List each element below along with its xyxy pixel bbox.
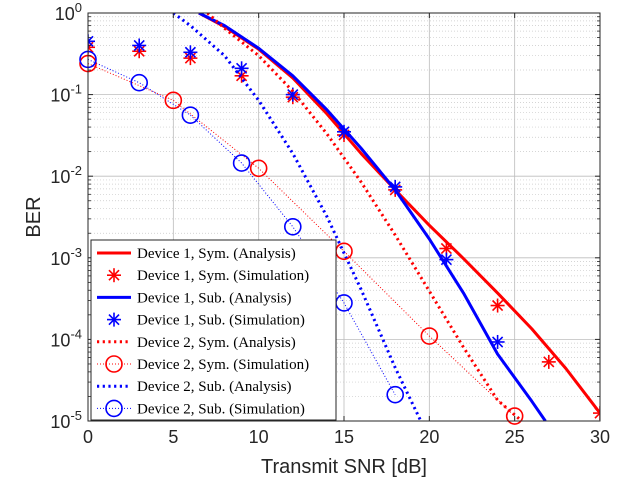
asterisk-stroke — [133, 39, 145, 52]
circle-marker — [164, 91, 183, 110]
legend: Device 1, Sym. (Analysis) Device 1, Sym. … — [90, 239, 337, 421]
asterisk-stroke — [440, 254, 453, 266]
asterisk-stroke — [491, 299, 504, 312]
axes-layer: 0 5 10 15 20 25 30 100 10-1 10-2 10-3 10-4 10-5 Trans… — [23, 0, 610, 478]
circle-marker — [283, 217, 302, 236]
asterisk-marker — [88, 34, 95, 49]
y-tick-label: 100 — [55, 0, 82, 24]
legend-entry: Device 2, Sym. (Analysis) — [97, 335, 296, 351]
asterisk-stroke — [287, 88, 299, 101]
circle-marker — [505, 407, 524, 425]
legend-circle-swatch — [105, 355, 123, 373]
y-tick-label: 10-3 — [50, 245, 82, 269]
legend-label: Device 1, Sym. (Simulation) — [137, 268, 309, 284]
circle-marker — [181, 106, 200, 124]
legend-label: Device 2, Sub. (Simulation) — [137, 401, 305, 417]
asterisk-stroke — [543, 356, 555, 368]
asterisk-stroke — [440, 242, 453, 255]
legend-label: Device 2, Sym. (Analysis) — [137, 335, 296, 351]
asterisk-marker — [541, 354, 556, 369]
asterisk-stroke — [389, 181, 401, 193]
asterisk-stroke — [235, 62, 248, 74]
asterisk-marker — [388, 179, 403, 194]
legend-entry: Device 2, Sub. (Analysis) — [97, 379, 292, 395]
circle-marker — [130, 73, 148, 92]
legend-label: Device 1, Sub. (Analysis) — [137, 290, 292, 306]
legend-label: Device 2, Sym. (Simulation) — [137, 357, 309, 373]
asterisk-stroke — [491, 336, 504, 348]
circle-marker — [386, 385, 405, 404]
legend-entry: Device 1, Sym. (Analysis) — [97, 246, 296, 262]
asterisk-marker — [439, 252, 454, 267]
asterisk-stroke — [88, 46, 94, 53]
series-line-8 — [88, 58, 396, 395]
legend-box — [90, 239, 337, 421]
legend-entry: Device 1, Sym. (Simulation) — [107, 268, 309, 284]
asterisk-stroke — [88, 40, 94, 47]
x-tick-label: 5 — [168, 427, 178, 447]
legend-entry: Device 1, Sub. (Simulation) — [107, 312, 305, 329]
legend-asterisk-swatch — [107, 268, 121, 283]
asterisk-stroke — [594, 411, 600, 419]
asterisk-marker — [490, 298, 505, 313]
legend-circle-swatch — [105, 399, 123, 418]
asterisk-marker — [132, 38, 147, 53]
asterisk-stroke — [594, 407, 600, 415]
asterisk-marker — [337, 124, 351, 139]
x-axis-label: Transmit SNR [dB] — [261, 456, 427, 478]
legend-entry: Device 2, Sym. (Simulation) — [97, 355, 309, 373]
grid-layer — [87, 12, 601, 422]
y-axis-label: BER — [23, 196, 45, 237]
series-line-5 — [206, 13, 521, 421]
asterisk-marker — [490, 334, 505, 349]
x-tick-label: 10 — [249, 427, 269, 447]
y-tick-label: 10-2 — [50, 163, 82, 187]
asterisk-marker — [234, 61, 249, 76]
legend-entry: Device 1, Sub. (Analysis) — [97, 290, 292, 306]
series-line-3 — [198, 13, 547, 421]
y-tick-label: 10-1 — [50, 82, 82, 106]
y-tick-label: 10-5 — [50, 408, 82, 432]
legend-label: Device 1, Sub. (Simulation) — [137, 313, 305, 329]
asterisk-stroke — [108, 269, 120, 281]
x-tick-label: 15 — [334, 427, 354, 447]
series-group — [88, 13, 600, 421]
y-tick-label: 10-4 — [50, 326, 82, 350]
legend-label: Device 2, Sub. (Analysis) — [137, 379, 292, 395]
asterisk-stroke — [108, 313, 120, 326]
legend-asterisk-swatch — [107, 312, 121, 327]
circle-marker — [420, 327, 439, 345]
legend-entry: Device 2, Sub. (Simulation) — [97, 399, 305, 418]
x-tick-label: 25 — [505, 427, 525, 447]
series-line-7 — [172, 13, 423, 421]
x-tick-label: 30 — [590, 427, 610, 447]
asterisk-marker — [183, 45, 198, 60]
x-tick-label: 0 — [83, 427, 93, 447]
asterisk-marker — [439, 241, 454, 256]
series-line-6 — [88, 63, 516, 417]
circle-marker — [232, 154, 251, 172]
asterisk-marker — [593, 406, 600, 421]
circle-marker — [249, 159, 268, 178]
legend-label: Device 1, Sym. (Analysis) — [137, 246, 296, 262]
asterisk-stroke — [88, 35, 94, 43]
x-tick-label: 20 — [419, 427, 439, 447]
asterisk-stroke — [338, 126, 350, 138]
asterisk-stroke — [184, 46, 197, 58]
